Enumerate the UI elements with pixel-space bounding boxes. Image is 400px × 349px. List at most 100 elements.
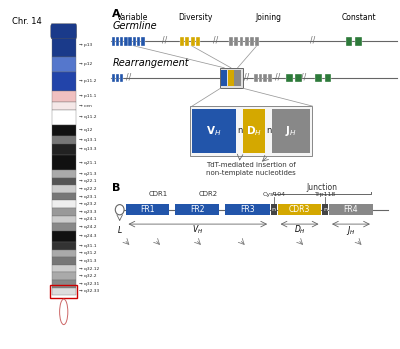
Text: //: //: [214, 36, 219, 45]
Bar: [52, 265, 76, 272]
Text: → q32.12: → q32.12: [79, 267, 99, 270]
Text: CDR2: CDR2: [198, 191, 218, 197]
Bar: [52, 178, 76, 185]
Text: V$_H$: V$_H$: [206, 124, 222, 138]
Bar: [228, 70, 234, 86]
Text: n: n: [266, 126, 271, 135]
Bar: [52, 136, 76, 144]
Text: → q32.2: → q32.2: [79, 274, 96, 278]
Bar: [50, 285, 77, 298]
Bar: [52, 57, 76, 72]
Text: n: n: [237, 126, 243, 135]
Bar: [137, 37, 140, 46]
Bar: [52, 155, 76, 170]
Bar: [355, 37, 362, 46]
Bar: [52, 185, 76, 193]
Text: → q24.2: → q24.2: [79, 225, 96, 229]
Bar: [220, 68, 243, 88]
Text: FR1: FR1: [140, 205, 155, 214]
Text: //: //: [275, 73, 280, 82]
Text: → q22.2: → q22.2: [79, 187, 96, 191]
Text: //: //: [162, 36, 168, 45]
Text: CDR1: CDR1: [149, 191, 168, 197]
Bar: [120, 74, 123, 82]
Circle shape: [60, 299, 68, 325]
Bar: [52, 144, 76, 155]
Bar: [229, 37, 233, 46]
Bar: [112, 37, 115, 46]
Bar: [52, 34, 76, 57]
Text: D$_H$: D$_H$: [294, 224, 306, 237]
Text: Chr. 14: Chr. 14: [12, 17, 42, 26]
Bar: [120, 37, 123, 46]
Text: Constant: Constant: [342, 13, 376, 22]
Bar: [259, 74, 262, 82]
Text: FR2: FR2: [190, 205, 204, 214]
Bar: [234, 37, 238, 46]
Text: → p13: → p13: [79, 43, 92, 47]
Bar: [52, 200, 76, 208]
Text: → q21.3: → q21.3: [79, 172, 96, 176]
Bar: [196, 37, 200, 46]
Text: CDR3: CDR3: [289, 205, 310, 214]
Text: FR3: FR3: [240, 205, 255, 214]
Text: B: B: [112, 183, 121, 193]
Bar: [315, 74, 322, 82]
Text: → q11.2: → q11.2: [79, 115, 96, 119]
Text: → q24.1: → q24.1: [79, 217, 96, 221]
Text: Trp118: Trp118: [315, 192, 336, 197]
Bar: [234, 70, 241, 86]
Text: Germline: Germline: [112, 21, 157, 31]
Bar: [271, 204, 277, 215]
Bar: [126, 204, 169, 215]
Bar: [52, 280, 76, 288]
Text: → q24.3: → q24.3: [79, 235, 96, 238]
Bar: [244, 109, 264, 153]
Bar: [52, 91, 76, 102]
Text: Variable: Variable: [117, 13, 148, 22]
Bar: [52, 102, 76, 110]
Bar: [192, 109, 236, 153]
Text: → q12: → q12: [79, 128, 92, 132]
Text: → p11.1: → p11.1: [79, 94, 96, 98]
Bar: [225, 204, 270, 215]
Bar: [254, 74, 258, 82]
Text: //: //: [301, 73, 306, 82]
Bar: [52, 72, 76, 91]
Text: J$_H$: J$_H$: [346, 224, 356, 237]
Bar: [52, 288, 76, 295]
Text: TdT-mediated insertion of
non-template nucleotides: TdT-mediated insertion of non-template n…: [206, 162, 296, 176]
Text: → q31.1: → q31.1: [79, 244, 96, 248]
Bar: [325, 74, 331, 82]
Text: → q31.2: → q31.2: [79, 251, 96, 255]
Bar: [52, 242, 76, 250]
Bar: [278, 204, 322, 215]
Bar: [190, 106, 312, 156]
Bar: [272, 109, 310, 153]
Bar: [116, 74, 119, 82]
Bar: [52, 257, 76, 265]
Bar: [52, 125, 76, 136]
Text: J$_H$: J$_H$: [285, 124, 297, 138]
Text: FR4: FR4: [344, 205, 358, 214]
Bar: [191, 37, 195, 46]
Bar: [286, 74, 292, 82]
Text: → q13.1: → q13.1: [79, 138, 96, 142]
Text: Junction: Junction: [306, 183, 337, 192]
Bar: [52, 272, 76, 280]
Text: n: n: [323, 207, 327, 212]
Bar: [221, 70, 228, 86]
Text: Rearrangement: Rearrangement: [112, 58, 189, 68]
Text: → cen: → cen: [79, 104, 92, 108]
Bar: [124, 37, 128, 46]
Text: → q23.3: → q23.3: [79, 210, 96, 214]
Text: Joining: Joining: [256, 13, 282, 22]
Text: Diversity: Diversity: [178, 13, 213, 22]
Bar: [322, 204, 328, 215]
Text: → q31.3: → q31.3: [79, 259, 96, 263]
Text: → q23.1: → q23.1: [79, 195, 96, 199]
Text: //: //: [244, 73, 249, 82]
Text: V$_H$: V$_H$: [192, 224, 203, 237]
Bar: [240, 37, 244, 46]
Text: n: n: [272, 207, 276, 212]
